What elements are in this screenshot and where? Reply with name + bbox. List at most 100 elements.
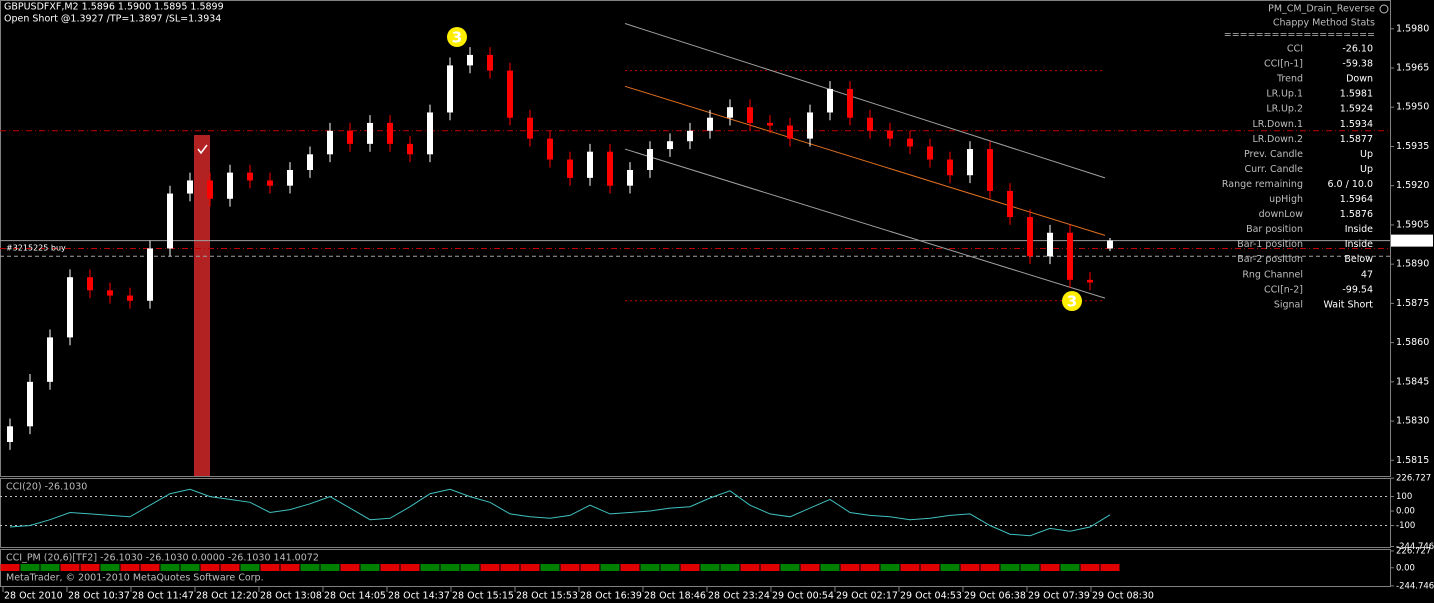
smiley-icon	[1379, 4, 1389, 14]
stats-title: PM_CM_Drain_Reverse	[1268, 4, 1375, 15]
x-tick-label: 29 Oct 08:30	[1092, 591, 1154, 602]
cci-y-tick-label: 226.727	[1396, 474, 1431, 484]
x-tick-label: 28 Oct 18:46	[644, 591, 706, 602]
cci-pm-cell	[800, 564, 820, 571]
cci-pm-cell	[620, 564, 640, 571]
candle-body	[427, 112, 433, 155]
annotation-label: 3	[1067, 293, 1077, 311]
cci-panel	[0, 478, 1391, 548]
cci-pm-y-tick-label: 0.00	[1396, 563, 1415, 573]
cci-pm-cell	[960, 564, 980, 571]
cci-pm-cell	[740, 564, 760, 571]
candle-body	[667, 141, 673, 150]
candle-body	[767, 122, 773, 126]
stats-label: Bar-1 position	[1237, 239, 1303, 250]
stats-subtitle: Chappy Method Stats	[1273, 18, 1375, 29]
cci-pm-cell	[880, 564, 900, 571]
cci-pm-cell	[500, 564, 520, 571]
candle-body	[647, 149, 653, 170]
stats-value: -99.54	[1342, 284, 1373, 295]
cci-pm-cell	[1060, 564, 1080, 571]
candle-body	[147, 248, 153, 301]
stats-value: 1.5924	[1340, 104, 1373, 115]
order-label: #3215225 buy	[6, 243, 66, 252]
y-tick-label: 1.5980	[1396, 23, 1429, 34]
stats-label: Bar-2 position	[1237, 254, 1303, 265]
cci-pm-cell	[100, 564, 120, 571]
cci-pm-cell	[680, 564, 700, 571]
cci-pm-cell	[360, 564, 380, 571]
candle-body	[627, 170, 633, 186]
candle-body	[327, 130, 333, 155]
check-icon	[197, 144, 208, 155]
stats-value: Up	[1360, 149, 1373, 160]
candle-body	[687, 130, 693, 142]
cci-pm-cell	[260, 564, 280, 571]
chart-title: GBPUSDFXF,M2 1.5896 1.5900 1.5895 1.5899	[4, 2, 224, 13]
candle-body	[367, 122, 373, 144]
y-tick-label: 1.5830	[1396, 416, 1429, 427]
cci-pm-cell	[400, 564, 420, 571]
cci-y-tick-label: -100	[1396, 521, 1415, 531]
stats-value: -26.10	[1342, 44, 1373, 55]
y-tick-label: 1.5815	[1396, 455, 1429, 466]
stats-value: Down	[1346, 74, 1373, 85]
cci-pm-cell	[40, 564, 60, 571]
candle-body	[387, 122, 393, 144]
stats-label: upHigh	[1269, 194, 1303, 205]
cci-pm-cell	[600, 564, 620, 571]
cci-pm-cell	[760, 564, 780, 571]
cci-pm-cell	[920, 564, 940, 571]
cci-pm-cell	[820, 564, 840, 571]
annotation-label: 3	[452, 29, 462, 47]
cci-pm-cell	[1100, 564, 1120, 571]
cci-y-tick-label: -244.746	[1396, 542, 1434, 552]
candle-body	[7, 426, 13, 442]
x-tick-label: 29 Oct 07:39	[1028, 591, 1090, 602]
candle-body	[827, 88, 833, 113]
candle-body	[167, 193, 173, 249]
stats-value: 1.5877	[1340, 134, 1373, 145]
candle-body	[307, 154, 313, 170]
x-tick-label: 28 Oct 12:20	[196, 591, 258, 602]
candle-body	[107, 290, 113, 296]
stats-value: -59.38	[1342, 59, 1373, 70]
stats-label: Range remaining	[1222, 179, 1303, 190]
candle-body	[1107, 240, 1113, 249]
candle-body	[847, 88, 853, 118]
candle-body	[267, 180, 273, 186]
price-tag: 1.5899	[1396, 235, 1429, 246]
y-tick-label: 1.5890	[1396, 259, 1429, 270]
cci-pm-cell	[440, 564, 460, 571]
cci-pm-cell	[1020, 564, 1040, 571]
x-tick-label: 29 Oct 06:38	[964, 591, 1026, 602]
cci-pm-cell	[660, 564, 680, 571]
stats-label: LR.Down.1	[1252, 119, 1303, 130]
x-tick-label: 28 Oct 15:15	[452, 591, 514, 602]
candle-body	[527, 117, 533, 139]
cci-pm-cell	[180, 564, 200, 571]
candle-body	[507, 70, 513, 118]
candle-body	[807, 112, 813, 139]
channel-line	[624, 148, 1106, 299]
x-tick-label: 28 Oct 14:37	[388, 591, 450, 602]
x-tick-label: 28 Oct 2010	[4, 591, 63, 602]
stats-value: Up	[1360, 164, 1373, 175]
cci-pm-cell	[720, 564, 740, 571]
candle-body	[447, 65, 453, 113]
stats-label: CCI[n-2]	[1264, 284, 1303, 295]
cci-pm-cell	[460, 564, 480, 571]
candle-body	[1007, 190, 1013, 218]
cci-pm-cell	[540, 564, 560, 571]
candle-body	[987, 149, 993, 191]
cci-label: CCI(20) -26.1030	[6, 482, 87, 493]
stats-value: Inside	[1345, 239, 1373, 250]
stats-label: LR.Up.1	[1266, 89, 1303, 100]
stats-value: 1.5876	[1340, 209, 1373, 220]
stats-value: 1.5981	[1340, 89, 1373, 100]
cci-pm-cell	[840, 564, 860, 571]
cci-pm-cell	[1080, 564, 1100, 571]
main-panel	[0, 0, 1391, 477]
candle-body	[27, 381, 33, 427]
